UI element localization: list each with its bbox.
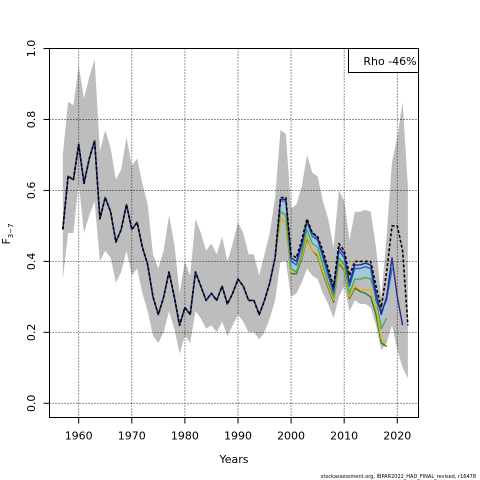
- x-tick-label-2: 1980: [171, 430, 199, 443]
- plot-frame: [49, 48, 419, 418]
- y-tick-label-3: 0.6: [25, 182, 38, 200]
- y-tick-label-0: 0.0: [25, 395, 38, 413]
- legend-text: Rho -46%: [363, 55, 416, 68]
- x-axis: 1960 1970 1980 1990 2000 2010 2020: [65, 417, 411, 443]
- y-axis-title-subscript: 3−7: [7, 223, 15, 238]
- x-axis-title: Years: [218, 453, 248, 466]
- series-layer: [62, 140, 409, 348]
- y-tick-label-2: 0.4: [25, 253, 38, 271]
- y-axis: 0.0 0.2 0.4 0.6 0.8 1.0: [25, 40, 50, 412]
- x-tick-label-1: 1970: [118, 430, 146, 443]
- y-tick-label-4: 0.8: [25, 111, 38, 129]
- source-note: stockassessment.org, IBPAR2022_HAD_FINAL…: [320, 474, 476, 480]
- legend-box: [348, 48, 419, 73]
- x-tick-label-3: 1990: [224, 430, 252, 443]
- confidence-band: [62, 59, 408, 379]
- y-tick-label-5: 1.0: [25, 40, 38, 58]
- x-tick-label-4: 2000: [277, 430, 305, 443]
- x-tick-label-6: 2020: [383, 430, 411, 443]
- y-tick-label-1: 0.2: [25, 324, 38, 342]
- legend: Rho -46%: [348, 48, 419, 73]
- x-tick-label-0: 1960: [65, 430, 93, 443]
- y-axis-title-main: F: [0, 238, 13, 244]
- series-line-0: [62, 140, 409, 327]
- x-tick-label-5: 2010: [330, 430, 358, 443]
- confidence-band-layer: [62, 59, 408, 379]
- y-axis-title: F3−7: [0, 223, 15, 244]
